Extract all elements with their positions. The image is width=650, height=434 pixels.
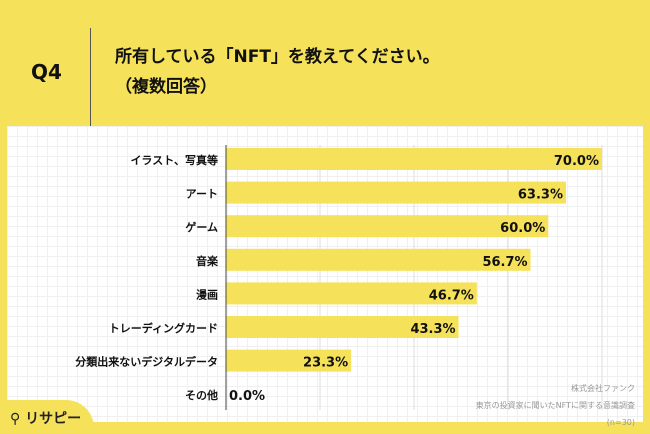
data-label: 60.0%: [500, 221, 545, 236]
bar: [226, 148, 602, 170]
category-label: 漫画: [196, 287, 218, 301]
category-label: トレーディングカード: [109, 321, 218, 335]
source-n: (n=30): [606, 418, 635, 427]
data-label: 23.3%: [303, 356, 348, 371]
bar: [226, 215, 549, 238]
source-company: 株式会社ファンク: [571, 384, 635, 393]
page-title: 所有している「NFT」を教えてください。 （複数回答）: [115, 42, 440, 102]
category-label: その他: [185, 388, 218, 402]
pin-icon: ⚲: [10, 411, 21, 427]
category-label: 分類出来ないデジタルデータ: [75, 355, 218, 369]
data-label: 70.0%: [554, 154, 599, 169]
category-label: 音楽: [196, 254, 219, 268]
data-label: 46.7%: [429, 288, 474, 303]
title-line1: 所有している「NFT」を教えてください。: [115, 47, 440, 67]
bar: [226, 181, 567, 204]
data-label: 43.3%: [410, 322, 455, 337]
bar: [226, 248, 531, 271]
category-label: ゲーム: [185, 220, 218, 234]
chart-panel: [7, 126, 643, 422]
data-label: 0.0%: [229, 389, 265, 404]
bar: [226, 349, 352, 372]
logo: ⚲ リサピー: [0, 400, 94, 434]
source-survey: 東京の投資家に聞いたNFTに関する意識調査: [475, 401, 635, 410]
divider: [90, 28, 91, 132]
data-label: 63.3%: [518, 188, 563, 203]
bar: [226, 282, 477, 305]
category-label: イラスト、写真等: [130, 153, 218, 167]
bar: [226, 316, 459, 338]
title-line2: （複数回答）: [115, 77, 217, 97]
question-number: Q4: [31, 60, 62, 84]
data-label: 56.7%: [482, 255, 527, 270]
logo-text: リサピー: [25, 411, 82, 427]
source-note: 株式会社ファンク 東京の投資家に聞いたNFTに関する意識調査 (n=30): [476, 380, 635, 431]
category-label: アート: [186, 188, 218, 201]
